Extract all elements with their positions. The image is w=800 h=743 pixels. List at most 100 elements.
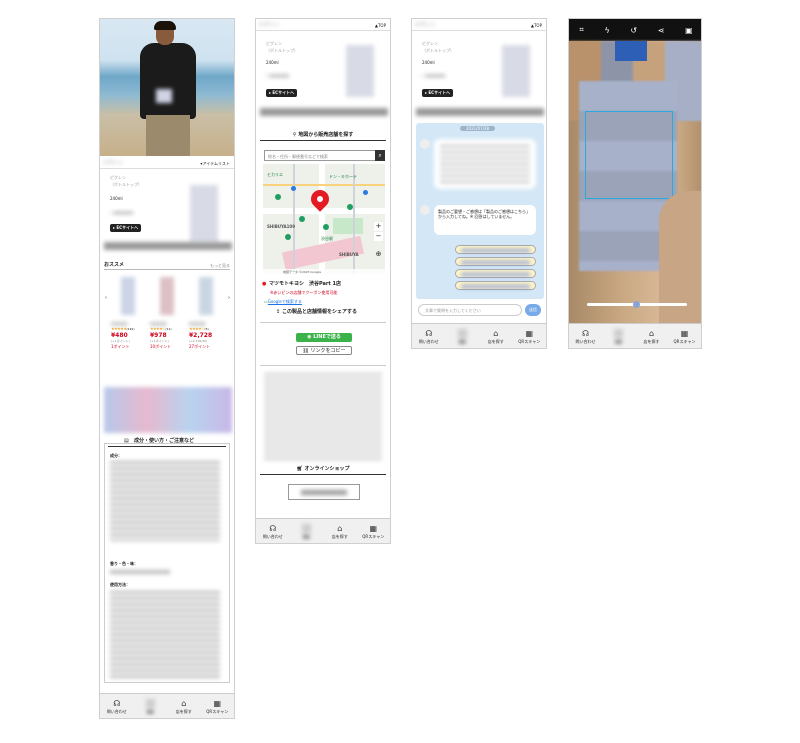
chat-bubble: [434, 139, 536, 189]
promo-banner[interactable]: [104, 387, 232, 433]
map-marker[interactable]: [285, 234, 291, 240]
quick-reply-option[interactable]: [455, 245, 536, 254]
qr-code-icon: ▦: [680, 328, 689, 338]
map-marker[interactable]: [275, 194, 281, 200]
phone-store-search: ピグレン ▲TOP ピグレン （ボトルトップ） 240ml ▸ ◼◼◼◼◼◼ ▸…: [255, 18, 391, 544]
copy-link-button[interactable]: ⛓ リンクをコピー: [296, 346, 352, 355]
link-icon: ⛓: [302, 348, 311, 354]
map-marker[interactable]: [291, 186, 296, 191]
nav-find-store[interactable]: ⌂ 店を探す: [487, 328, 504, 344]
share-store-link[interactable]: ⇪ この製品と店舗情報をシェアする: [276, 309, 357, 315]
ingredients-label: 成分：: [110, 453, 122, 458]
zoom-slider[interactable]: [587, 301, 687, 308]
product-brand: ピグレン: [110, 175, 126, 180]
recommend-item[interactable]: ◼◼◼◼◼ ★★★★☆(5) ¥2,728 (+2,726/30) 27ポイント: [189, 277, 227, 377]
bottom-nav: ☊ 問い合わせ ◼◼ ⌂ 店を探す ▦ QRスキャン: [412, 323, 546, 348]
nav-qr-scan[interactable]: ▦ QRスキャン: [518, 328, 541, 344]
zoom-out-button[interactable]: −: [374, 232, 383, 241]
top-link[interactable]: ▲TOP: [374, 23, 386, 28]
shop-icon: ⌂: [337, 523, 343, 533]
store-pin-icon: ●: [262, 281, 267, 287]
gallery-icon[interactable]: ▣: [685, 25, 693, 35]
nav-qr-scan[interactable]: ▦ QRスキャン: [206, 698, 229, 714]
product-name: （ボトルトップ）: [110, 182, 142, 187]
map-marker[interactable]: [323, 224, 329, 230]
product-header: ピグレン ▲TOP: [256, 19, 390, 31]
phone-product-detail: ピグレン ▾アイテムリスト ピグレン （ボトルトップ） 240ml ▸ ◼◼◼◼…: [99, 18, 235, 719]
hero-photo: [100, 19, 234, 156]
qr-code-icon: ▦: [213, 698, 222, 708]
qr-code-icon: ▦: [369, 523, 378, 533]
phone-chat: ピグレン ▲TOP ピグレン （ボトルトップ） 240ml ▸ ◼◼◼◼◼◼ ▸…: [411, 18, 547, 349]
usage-text: [110, 591, 220, 679]
nav-contact[interactable]: ☊ 問い合わせ: [262, 523, 283, 539]
map-marker[interactable]: [299, 216, 305, 222]
locate-me-icon[interactable]: ⊕: [375, 250, 382, 258]
history-icon[interactable]: ↺: [630, 25, 638, 35]
map-marker[interactable]: [363, 190, 368, 195]
nav-contact[interactable]: ☊ 問い合わせ: [575, 328, 596, 344]
usage-label: 使用方法：: [110, 582, 130, 587]
nav-qr-scan[interactable]: ▦ QRスキャン: [673, 328, 696, 344]
item-price: ¥2,728: [189, 332, 213, 339]
product-image: [346, 45, 374, 97]
flash-icon[interactable]: ϟ: [604, 25, 610, 35]
bot-avatar: [420, 205, 430, 215]
recommend-item[interactable]: ◼◼◼◼◼ ★★★★★(149) ¥480 (+1ポイント) 1ポイント: [111, 277, 149, 377]
line-share-button[interactable]: ◉ LINEで送る: [296, 333, 352, 342]
coupon-note: ※赤いピンの店舗でクーポン使用可能: [270, 290, 338, 295]
quick-reply-option[interactable]: [455, 257, 536, 266]
quick-reply-option[interactable]: [455, 269, 536, 278]
ingredients-heading: 成分・使い方・ご注意など: [134, 438, 195, 444]
shop-icon: ⌂: [181, 698, 187, 708]
nav-contact[interactable]: ☊ 問い合わせ: [106, 698, 127, 714]
item-list-link[interactable]: ▾アイテムリスト: [200, 161, 230, 166]
online-shop-heading: 🛒︎ オンラインショップ: [260, 465, 386, 475]
share-icon[interactable]: ⋖: [657, 25, 665, 35]
chat-date: 2021/07/28: [460, 126, 496, 131]
chat-area: 2021/07/28 製品のご要望・ご感想は「製品のご感想はこちら」から入力して…: [416, 123, 544, 299]
store-name[interactable]: マツモトキヨシ 渋谷Part 1店: [269, 281, 341, 287]
qr-code-icon: ▦: [525, 328, 534, 338]
ec-site-button[interactable]: ▸ ECサイトへ: [110, 224, 142, 232]
nav-find-store[interactable]: ⌂ 店を探す: [331, 523, 348, 539]
search-button[interactable]: ⌕: [375, 150, 385, 161]
store-notes-text: [264, 373, 382, 463]
google-icon: ▭: [264, 299, 268, 304]
top-link[interactable]: ▲TOP: [530, 23, 542, 28]
ec-site-button[interactable]: ▸ ECサイトへ: [422, 89, 454, 97]
zoom-in-button[interactable]: +: [374, 222, 383, 231]
carousel-prev-icon[interactable]: ‹: [105, 295, 107, 301]
store-search-input[interactable]: 地名・住所・郵便番号などで検索: [264, 150, 376, 161]
nav-qr-scan[interactable]: ▦ QRスキャン: [362, 523, 385, 539]
scan-mode-icon[interactable]: ⌗: [579, 25, 584, 34]
bottom-nav: ☊ 問い合わせ ◼◼ ⌂ 店を探す ▦ QRスキャン: [569, 323, 701, 348]
scanner-toolbar: ⌗ ϟ ↺ ⋖ ▣: [569, 19, 701, 41]
recommend-more-link[interactable]: もっと見る: [210, 263, 230, 268]
chat-bubble: 製品のご要望・ご感想は「製品のご感想はこちら」から入力してね。※ 回答はしていま…: [434, 205, 536, 235]
online-shop-button[interactable]: [288, 484, 360, 500]
nav-find-store[interactable]: ⌂ 店を探す: [643, 328, 660, 344]
share-icon: ⇪: [276, 309, 282, 315]
quick-reply-option[interactable]: [455, 281, 536, 290]
item-price: ¥480: [111, 332, 128, 339]
bottom-nav: ☊ 問い合わせ ◼◼ ⌂ 店を探す ▦ QRスキャン: [256, 518, 390, 543]
bottom-nav: ☊ 問い合わせ ◼◼ ⌂ 店を探す ▦ QRスキャン: [100, 693, 234, 718]
product-volume: 240ml: [110, 196, 123, 201]
ec-site-button[interactable]: ▸ ECサイトへ: [266, 89, 298, 97]
nav-contact[interactable]: ☊ 問い合わせ: [418, 328, 439, 344]
map-marker[interactable]: [347, 204, 353, 210]
google-search-link[interactable]: ▭Googleで検索する: [264, 299, 302, 304]
send-button[interactable]: 送信: [525, 304, 541, 316]
nav-find-store[interactable]: ⌂ 店を探す: [175, 698, 192, 714]
ingredients-heading-icon: ▤: [124, 438, 129, 444]
headset-icon: ☊: [425, 328, 433, 338]
phone-qr-scanner: ⌗ ϟ ↺ ⋖ ▣ ☊ 問い合わせ ◼◼ ⌂ 店を探す ▦ QRスキャン: [568, 18, 702, 349]
chat-input[interactable]: 文章で質問を入力してください: [418, 304, 522, 316]
store-map[interactable]: SHIBUYA109 SHIBUYA 渋谷駅 ドン・キホーテ ヒカリエ + − …: [263, 164, 385, 274]
scan-frame: [585, 111, 673, 199]
recommend-item[interactable]: ◼◼◼◼◼ ★★★★☆(11) ¥978 (+1ポイント) 10ポイント: [150, 277, 188, 377]
carousel-next-icon[interactable]: ›: [228, 295, 230, 301]
product-image: [502, 45, 530, 97]
shop-icon: ⌂: [648, 328, 655, 338]
